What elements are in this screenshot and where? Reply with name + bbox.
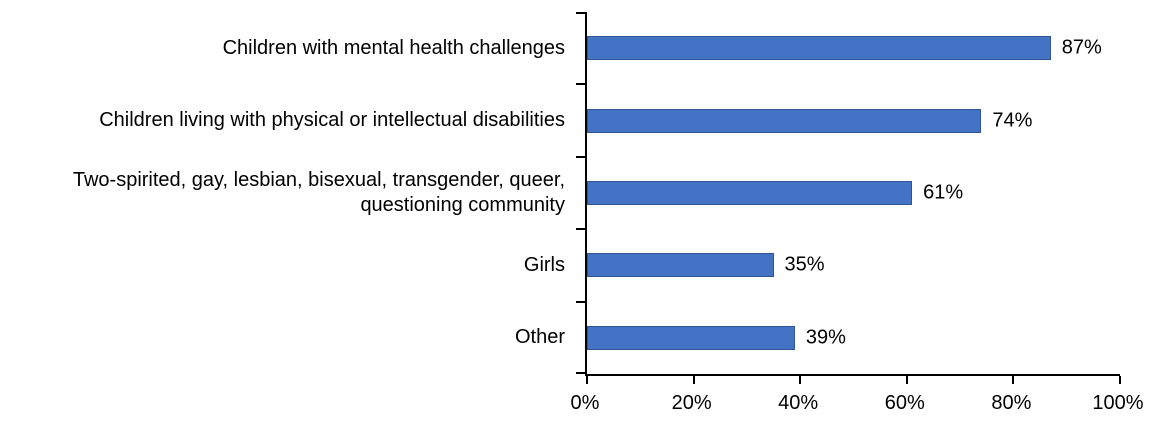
- x-axis-tick-3: [905, 376, 908, 384]
- x-axis-tick-label-4: 80%: [991, 392, 1032, 414]
- bar-1: [587, 108, 982, 133]
- x-axis-tick-1: [692, 376, 695, 384]
- x-axis-tick-5: [1119, 376, 1121, 384]
- x-axis-tick-2: [799, 376, 802, 384]
- y-axis-tick-2: [576, 155, 585, 158]
- x-axis-tick-label-1: 20%: [671, 392, 712, 414]
- y-axis-tick-3: [576, 228, 585, 231]
- x-axis-tick-4: [1012, 376, 1015, 384]
- x-axis-tick-label-0: 0%: [570, 392, 600, 414]
- data-label-3: 35%: [784, 253, 825, 276]
- data-label-2: 61%: [923, 181, 964, 204]
- category-label-4: Other: [514, 326, 565, 349]
- category-label-2: Two-spirited, gay, lesbian, bisexual, tr…: [72, 168, 565, 216]
- bar-4: [587, 325, 795, 350]
- bar-3: [587, 253, 774, 278]
- y-axis-tick-0: [576, 12, 585, 14]
- x-axis-tick-label-3: 60%: [884, 392, 925, 414]
- y-axis-tick-1: [576, 83, 585, 86]
- category-label-0: Children with mental health challenges: [222, 36, 565, 59]
- category-label-3: Girls: [523, 253, 565, 276]
- y-axis-tick-5: [576, 372, 585, 374]
- x-axis-tick-0: [586, 376, 588, 384]
- plot-area: 87% 74% 61% 35% 39%: [576, 12, 1121, 384]
- bar-0: [587, 36, 1051, 61]
- y-axis-tick-4: [576, 300, 585, 303]
- x-axis-tick-label-5: 100%: [1092, 392, 1144, 414]
- bar-2: [587, 181, 913, 205]
- data-label-1: 74%: [992, 109, 1033, 132]
- category-label-1: Children living with physical or intelle…: [99, 109, 565, 132]
- x-axis-tick-label-2: 40%: [778, 392, 819, 414]
- data-label-4: 39%: [805, 326, 846, 349]
- data-label-0: 87%: [1061, 36, 1102, 59]
